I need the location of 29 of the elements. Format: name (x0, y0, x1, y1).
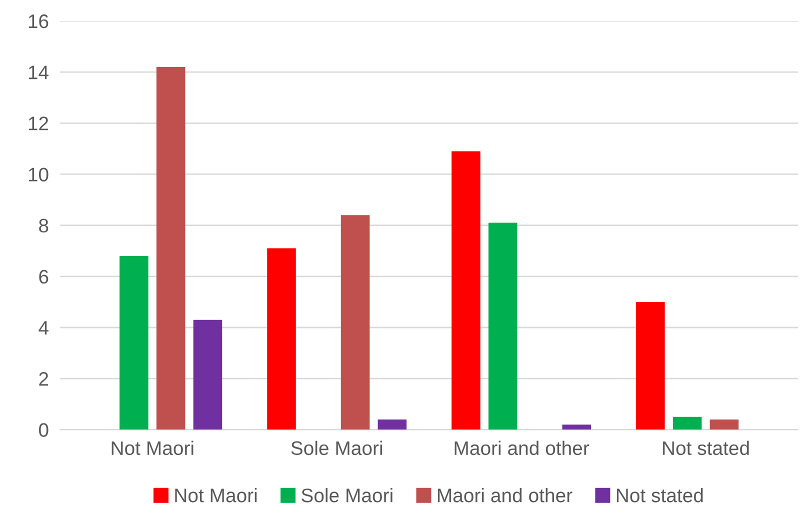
y-tick-label: 0 (38, 423, 48, 437)
legend-label: Sole Maori (302, 488, 392, 502)
legend-label: Maori and other (438, 488, 572, 502)
y-tick-label: 2 (39, 372, 48, 386)
x-tick-label: Sole Maori (291, 440, 382, 456)
x-tick-label: Maori and other (454, 440, 590, 456)
y-tick-label: 4 (38, 321, 48, 335)
bar (636, 302, 665, 430)
bar (562, 424, 592, 430)
y-tick-label: 12 (28, 116, 48, 130)
bar (378, 419, 407, 430)
bar (120, 256, 148, 430)
bar (488, 222, 518, 430)
bar (267, 248, 296, 430)
y-tick-label: 10 (28, 168, 48, 182)
y-tick-label: 6 (39, 270, 48, 284)
x-tick-label: Not stated (663, 440, 749, 456)
y-tick-label: 14 (28, 66, 48, 80)
y-tick-label: 16 (28, 14, 48, 28)
bar (710, 419, 739, 430)
bar (452, 151, 480, 430)
y-tick-label: 8 (39, 218, 48, 233)
legend-label: Not Maori (175, 488, 257, 502)
x-tick-label: Not Maori (112, 440, 194, 456)
bar (672, 416, 702, 430)
bar (340, 215, 370, 430)
bar (193, 320, 222, 430)
bar (156, 66, 186, 430)
legend-label: Not stated (616, 488, 703, 502)
